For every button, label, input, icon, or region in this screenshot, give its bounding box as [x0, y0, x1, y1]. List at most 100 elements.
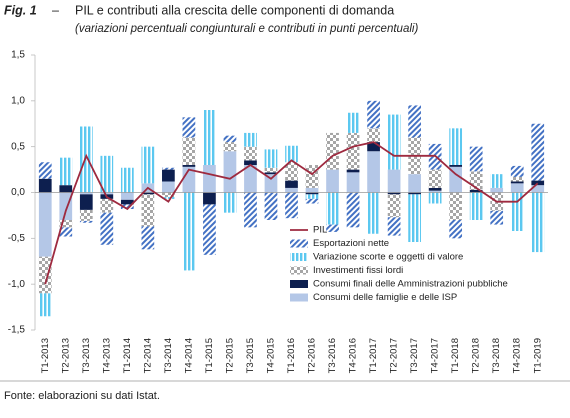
bar-segment — [38, 256, 52, 294]
x-tick-label: T2-2016 — [307, 338, 318, 373]
bar-segment — [79, 194, 93, 210]
bar-segment — [305, 194, 319, 199]
x-tick-label: T4-2015 — [265, 338, 276, 373]
bar-segment — [100, 192, 114, 195]
bar-segment — [510, 181, 524, 184]
bar-segment — [490, 187, 504, 193]
bar-segment — [367, 100, 380, 129]
bar-segment — [387, 114, 401, 170]
x-tick-label: T1-2017 — [368, 338, 379, 373]
x-tick-label: T4-2013 — [101, 338, 112, 373]
bar-segment — [182, 117, 196, 138]
legend-swatch — [290, 266, 308, 275]
y-tick-label: 0,0 — [11, 187, 25, 198]
bar-segment — [264, 149, 278, 168]
bar-segment — [285, 187, 298, 193]
bar-segment — [162, 197, 175, 199]
bar-segment — [387, 192, 401, 195]
bar-segment — [120, 167, 134, 193]
bar-segment — [223, 135, 237, 143]
bar-segment — [285, 145, 298, 163]
title-separator: – — [52, 3, 59, 17]
bar-segment — [428, 169, 442, 188]
bar-segment — [490, 210, 504, 225]
bar-segment — [387, 217, 401, 236]
bar-segment — [510, 176, 524, 182]
bar-segment — [408, 194, 421, 242]
bar-segment — [367, 142, 380, 152]
bar-segment — [326, 169, 339, 193]
bar-segment — [100, 155, 114, 193]
legend-label: Variazione scorte e oggetti di valore — [313, 252, 463, 263]
x-tick-label: T1-2015 — [204, 338, 215, 373]
bar-segment — [305, 192, 319, 195]
bar-segment — [531, 180, 545, 186]
bar-segment — [346, 169, 360, 173]
bar-segment — [79, 126, 93, 193]
bar-segment — [264, 172, 278, 175]
x-tick-label: T4-2017 — [430, 338, 441, 373]
bar-segment — [141, 194, 155, 227]
x-tick-label: T2-2013 — [60, 338, 71, 373]
bar-segment — [285, 180, 298, 188]
bar-segment — [510, 165, 524, 177]
bar-segment — [79, 209, 93, 221]
bar-segment — [449, 166, 463, 193]
bar-segment — [203, 110, 216, 165]
bar-segment — [387, 194, 401, 218]
x-tick-label: T3-2017 — [409, 338, 420, 373]
bar-segment — [141, 226, 155, 250]
bar-segment — [346, 192, 360, 228]
x-tick-label: T3-2013 — [81, 338, 92, 373]
bar-segment — [531, 185, 545, 193]
y-tick-label: -0,5 — [8, 233, 26, 244]
bar-segment — [408, 105, 421, 138]
y-tick-label: 1,0 — [11, 95, 25, 106]
x-tick-label: T2-2018 — [471, 338, 482, 373]
bar-segment — [223, 142, 237, 152]
bar-segment — [100, 212, 114, 245]
legend-swatch — [290, 280, 308, 288]
legend-label: Consumi delle famiglie e delle ISP — [313, 292, 457, 303]
x-tick-label: T3-2018 — [491, 338, 502, 373]
bar-segment — [490, 174, 504, 188]
bar-segment — [59, 192, 73, 220]
bar-segment — [59, 157, 73, 186]
legend-label: Consumi finali delle Amministrazioni pub… — [313, 279, 508, 290]
x-tick-label: T1-2014 — [122, 338, 133, 373]
bar-segment — [38, 178, 52, 193]
bar-segment — [223, 192, 237, 213]
bar-segment — [264, 167, 278, 173]
legend-label: PIL — [313, 225, 327, 236]
bar-segment — [244, 192, 257, 228]
bar-segment — [305, 187, 319, 193]
chart-title: PIL e contributi alla crescita delle com… — [75, 3, 394, 17]
bar-segment — [428, 192, 442, 204]
bar-segment — [510, 183, 524, 193]
bar-segment — [203, 192, 216, 205]
bar-segment — [38, 192, 52, 257]
bar-segment — [244, 160, 257, 165]
legend-swatch — [290, 253, 308, 261]
bar-segment — [367, 192, 380, 234]
bar-segment — [408, 192, 421, 195]
bar-segment — [326, 192, 339, 225]
bar-segment — [449, 192, 463, 220]
bar-segment — [408, 174, 421, 193]
bar-segment — [141, 146, 155, 184]
figure-label: Fig. 1 — [4, 3, 37, 17]
bar-segment — [244, 146, 257, 161]
bar-segment — [120, 199, 134, 205]
bar-segment — [449, 128, 463, 165]
bar-segment — [531, 123, 545, 181]
bar-segment — [203, 204, 216, 255]
x-tick-label: T4-2014 — [183, 338, 194, 373]
legend-label: Esportazioni nette — [313, 238, 389, 249]
bar-segment — [469, 189, 483, 193]
bar-segment — [79, 220, 93, 223]
legend-label: Investimenti fissi lordi — [313, 265, 403, 276]
x-tick-label: T1-2019 — [532, 338, 543, 373]
bar-segment — [264, 192, 278, 220]
